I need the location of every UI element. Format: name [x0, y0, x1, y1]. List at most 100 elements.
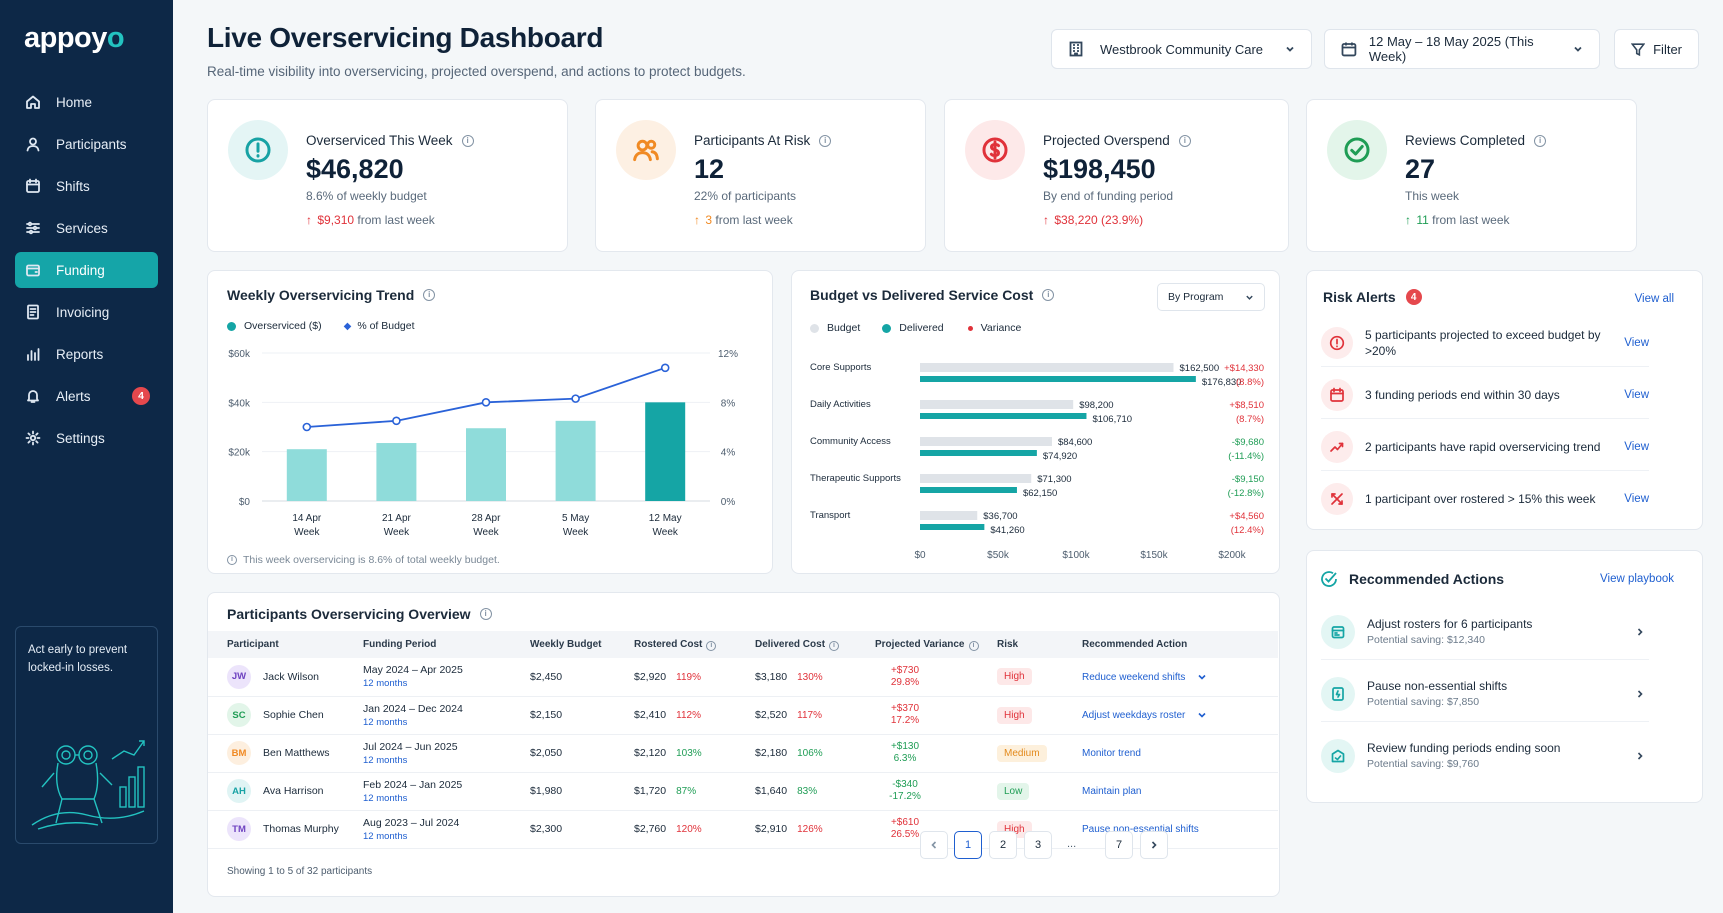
col-risk[interactable]: Risk — [997, 631, 1082, 658]
col-weekly-budget[interactable]: Weekly Budget — [530, 631, 634, 658]
sidebar-item-funding[interactable]: Funding — [15, 252, 158, 288]
chevron-right-icon — [1637, 627, 1643, 636]
rostered-cost: $2,410 — [634, 709, 667, 721]
rostered-pct: 87% — [676, 786, 697, 797]
recommended-action-link[interactable]: Reduce weekend shifts — [1082, 671, 1186, 683]
recommended-action-item[interactable]: Review funding periods ending soon Poten… — [1321, 728, 1649, 784]
pagination-page[interactable]: 7 — [1105, 831, 1133, 859]
budget-bar — [920, 363, 1174, 372]
participant-name[interactable]: Jack Wilson — [263, 670, 320, 683]
action-icon-wrap — [1321, 739, 1355, 773]
recommended-action-item[interactable]: Pause non-essential shifts Potential sav… — [1321, 666, 1649, 722]
alert-view-link[interactable]: View — [1624, 493, 1649, 505]
pagination-page[interactable]: 2 — [989, 831, 1017, 859]
alert-view-link[interactable]: View — [1624, 440, 1649, 453]
organization-select[interactable]: Westbrook Community Care — [1051, 29, 1312, 69]
delivered-pct: 117% — [797, 710, 822, 721]
info-icon[interactable]: i — [423, 289, 436, 301]
funding-months: 12 months — [363, 678, 408, 690]
program-dropdown[interactable]: By Program — [1157, 283, 1265, 311]
info-icon[interactable]: i — [1534, 134, 1547, 147]
info-icon[interactable]: i — [479, 608, 492, 620]
dollar-circle-icon — [982, 137, 1008, 163]
recommended-action-link[interactable]: Maintain plan — [1082, 786, 1142, 797]
app-logo[interactable]: appoyo — [24, 22, 125, 54]
filter-button[interactable]: Filter — [1614, 29, 1699, 69]
alerts-count-badge: 4 — [132, 387, 150, 405]
sidebar-item-participants[interactable]: Participants — [15, 126, 158, 162]
legend-swatch-budget — [810, 323, 819, 333]
recommended-action-link[interactable]: Adjust weekdays roster — [1082, 710, 1186, 721]
sidebar-item-shifts[interactable]: Shifts — [15, 168, 158, 204]
kpi-delta-value: $9,310 — [317, 213, 355, 227]
risk-badge: High — [997, 668, 1032, 686]
chevron-right-icon — [1637, 752, 1643, 760]
participant-name[interactable]: Sophie Chen — [263, 708, 324, 721]
pagination-page[interactable]: 3 — [1024, 831, 1052, 859]
info-icon[interactable]: i — [819, 134, 832, 147]
alert-icon-wrap — [1321, 326, 1353, 359]
view-all-link[interactable]: View all — [1634, 293, 1674, 305]
date-range-select[interactable]: 12 May – 18 May 2025 (This Week) — [1324, 29, 1600, 69]
projected-variance: -$340 -17.2% — [889, 779, 921, 802]
chevron-down-icon[interactable] — [1197, 710, 1207, 720]
trend-bar — [555, 420, 596, 501]
table-row[interactable]: BM Ben Matthews Jul 2024 – Jun 2025 12 mon… — [208, 734, 1278, 773]
pagination-next[interactable] — [1140, 831, 1168, 859]
delivered-cost: $2,520 — [755, 709, 788, 721]
sidebar-item-alerts[interactable]: Alerts 4 — [15, 378, 158, 414]
risk-alert-item: 1 participant over rostered > 15% this w… — [1321, 475, 1649, 523]
sidebar-item-services[interactable]: Services — [15, 210, 158, 246]
delivered-pct: 130% — [797, 671, 823, 683]
sidebar-item-settings[interactable]: Settings — [15, 420, 158, 456]
participant-name[interactable]: Ava Harrison — [263, 784, 324, 797]
view-playbook-link[interactable]: View playbook — [1600, 573, 1674, 585]
kpi-delta-text: from last week — [357, 213, 435, 227]
variance-pct: (-11.4%) — [1228, 451, 1264, 462]
kpi-card[interactable]: Participants At Risk i 12 22% of particip… — [595, 99, 926, 252]
alert-view-link[interactable]: View — [1624, 388, 1649, 401]
col-funding-period[interactable]: Funding Period — [363, 631, 530, 658]
sidebar-item-reports[interactable]: Reports — [15, 336, 158, 372]
info-icon[interactable]: i — [1178, 134, 1191, 147]
table-row[interactable]: AH Ava Harrison Feb 2024 – Jan 2025 12 mon… — [208, 772, 1278, 811]
participant-name[interactable]: Ben Matthews — [263, 746, 330, 759]
chevron-down-icon — [1574, 46, 1582, 52]
participants-table: Participant Funding Period Weekly Budget… — [208, 631, 1278, 849]
delivered-value-label: $74,920 — [1043, 451, 1077, 462]
weekly-budget: $2,150 — [530, 696, 634, 735]
participant-name[interactable]: Thomas Murphy — [263, 822, 339, 835]
y2-tick-label: 4% — [721, 448, 736, 459]
y2-tick-label: 0% — [721, 497, 736, 508]
alert-view-link[interactable]: View — [1624, 336, 1649, 349]
kpi-delta: ↑ 11 from last week — [1405, 213, 1510, 227]
col-projected-variance: Projected Variance i — [875, 631, 997, 658]
rostered-cost: $2,920 — [634, 670, 667, 683]
action-saving: Potential saving: $9,760 — [1367, 758, 1480, 770]
sidebar-item-home[interactable]: Home — [15, 84, 158, 120]
kpi-delta-text: from last week — [1432, 213, 1510, 227]
y-tick-label: $40k — [228, 398, 251, 409]
table-row[interactable]: SC Sophie Chen Jan 2024 – Dec 2024 12 mont… — [208, 696, 1278, 735]
col-participant[interactable]: Participant — [208, 631, 363, 658]
kpi-card[interactable]: Reviews Completed i 27 This week ↑ 11 fro… — [1306, 99, 1637, 252]
pagination-page[interactable]: 1 — [954, 831, 982, 859]
promo-card: Act early to prevent locked-in losses. — [15, 626, 158, 844]
kpi-card[interactable]: Overserviced This Week i $46,820 8.6% of … — [207, 99, 568, 252]
recommended-action-link[interactable]: Monitor trend — [1082, 748, 1141, 759]
chevron-down-icon[interactable] — [1197, 672, 1207, 682]
info-icon[interactable]: i — [461, 134, 474, 147]
info-icon[interactable]: i — [1042, 289, 1055, 301]
rostered-pct: 119% — [676, 671, 701, 683]
kpi-card[interactable]: Projected Overspend i $198,450 By end of … — [944, 99, 1289, 252]
recommended-action-link[interactable]: Pause non-essential shifts — [1082, 824, 1199, 835]
info-icon: i — [227, 555, 237, 565]
filter-icon — [1631, 42, 1646, 56]
trend-chart: $0 $20k $40k $60k 0% 4% 8% 12% 14 Apr Week 21 Apr W… — [228, 349, 738, 538]
sidebar-item-invoicing[interactable]: Invoicing — [15, 294, 158, 330]
legend-swatch-line: ◆ — [343, 320, 352, 332]
table-row[interactable]: JW Jack Wilson May 2024 – Apr 2025 12 mont… — [208, 658, 1278, 697]
recommended-action-item[interactable]: Adjust rosters for 6 participants Potent… — [1321, 604, 1649, 660]
col-recommended-action[interactable]: Recommended Action — [1082, 631, 1278, 658]
pagination-prev[interactable] — [920, 831, 948, 859]
